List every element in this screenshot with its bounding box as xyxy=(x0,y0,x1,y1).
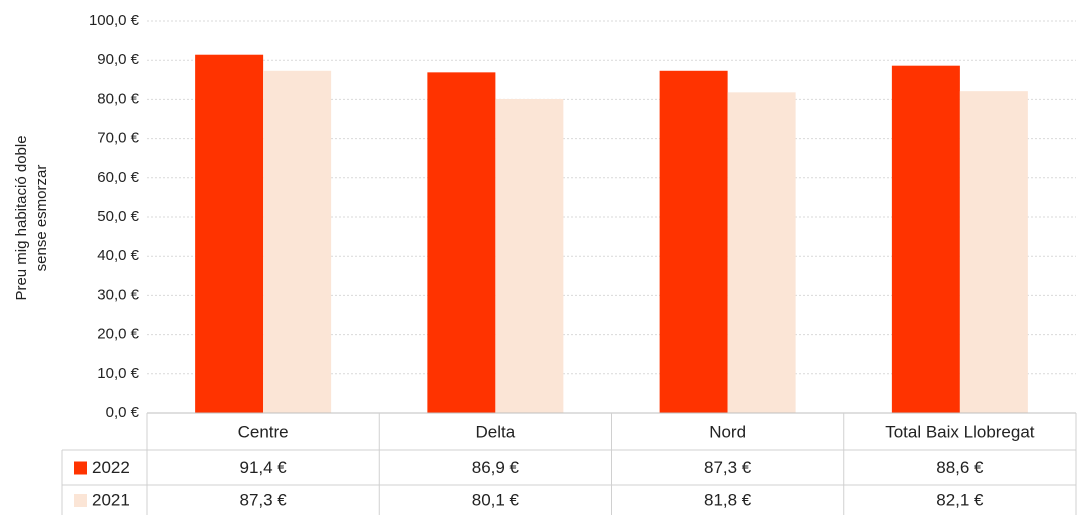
legend-key xyxy=(74,494,87,507)
bar xyxy=(959,91,1028,413)
bar xyxy=(263,70,332,413)
y-axis-label: Preu mig habitació doble xyxy=(13,135,30,300)
bar xyxy=(195,54,264,413)
y-tick-label: 70,0 € xyxy=(97,130,139,147)
y-axis-label: sense esmorzar xyxy=(33,165,50,272)
y-tick-label: 30,0 € xyxy=(97,286,139,303)
data-label: 82,1 € xyxy=(936,490,984,509)
x-tick-label: Delta xyxy=(476,422,516,441)
legend-label: 2022 xyxy=(92,458,130,477)
x-tick-label: Nord xyxy=(709,422,746,441)
y-tick-label: 90,0 € xyxy=(97,51,139,68)
bar xyxy=(727,92,796,414)
x-tick-label: Centre xyxy=(238,422,289,441)
bar xyxy=(891,65,960,414)
legend-label: 2021 xyxy=(92,490,130,509)
data-label: 87,3 € xyxy=(239,490,287,509)
data-label: 80,1 € xyxy=(472,490,520,509)
data-label: 81,8 € xyxy=(704,490,752,509)
y-tick-label: 40,0 € xyxy=(97,247,139,264)
legend-key xyxy=(74,461,87,475)
bar xyxy=(427,72,496,414)
y-tick-label: 50,0 € xyxy=(97,208,139,225)
y-tick-label: 100,0 € xyxy=(89,12,140,29)
data-label: 88,6 € xyxy=(936,458,984,477)
data-label: 87,3 € xyxy=(704,458,752,477)
bar xyxy=(659,70,728,413)
data-label: 86,9 € xyxy=(472,458,520,477)
y-tick-label: 0,0 € xyxy=(106,404,140,421)
bar xyxy=(495,99,564,414)
y-tick-label: 80,0 € xyxy=(97,90,139,107)
y-tick-label: 60,0 € xyxy=(97,169,139,186)
y-tick-label: 10,0 € xyxy=(97,365,139,382)
x-tick-label: Total Baix Llobregat xyxy=(885,422,1035,441)
y-tick-label: 20,0 € xyxy=(97,326,139,343)
data-label: 91,4 € xyxy=(239,458,287,477)
